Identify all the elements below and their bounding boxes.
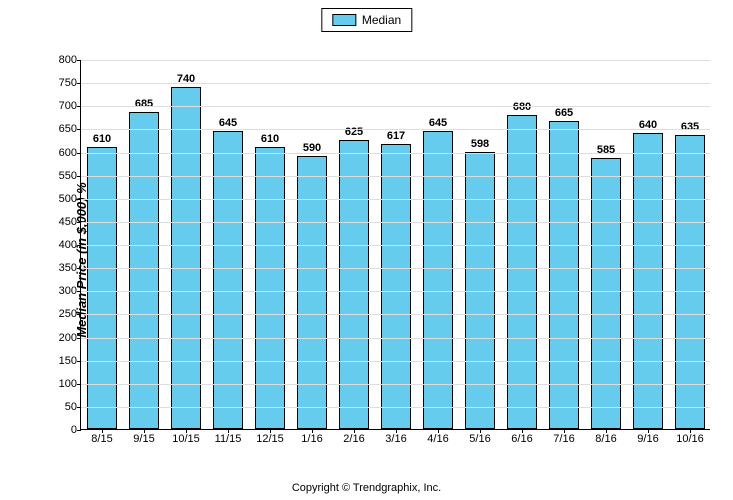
y-tick-mark [77,338,81,339]
bar [507,115,537,430]
y-tick-mark [77,407,81,408]
y-tick-mark [77,361,81,362]
y-tick-mark [77,106,81,107]
y-tick-label: 100 [59,378,77,390]
x-tick-label: 6/16 [511,433,532,445]
y-tick-label: 500 [59,193,77,205]
y-tick-mark [77,430,81,431]
x-tick-label: 2/16 [343,433,364,445]
legend: Median [321,8,412,32]
y-tick-label: 0 [71,424,77,436]
y-tick-mark [77,153,81,154]
x-tick-label: 1/16 [301,433,322,445]
y-tick-mark [77,268,81,269]
y-tick-label: 750 [59,77,77,89]
bar-value-label: 610 [93,133,111,145]
bar [297,156,327,429]
bar [255,147,285,429]
bar-value-label: 685 [135,98,153,110]
y-tick-mark [77,129,81,130]
grid-line [81,129,710,130]
grid-line [81,106,710,107]
y-tick-mark [77,384,81,385]
y-tick-mark [77,83,81,84]
grid-line [81,407,710,408]
grid-line [81,338,710,339]
y-tick-label: 700 [59,100,77,112]
grid-line [81,291,710,292]
x-tick-label: 3/16 [385,433,406,445]
bar-value-label: 645 [429,117,447,129]
y-tick-mark [77,60,81,61]
y-tick-label: 350 [59,262,77,274]
grid-line [81,176,710,177]
y-tick-label: 200 [59,332,77,344]
bar-value-label: 645 [219,117,237,129]
y-tick-mark [77,176,81,177]
bar [381,144,411,429]
grid-line [81,60,710,61]
y-tick-label: 650 [59,123,77,135]
chart: Median Price (in $,000) % 61068574064561… [0,50,733,470]
y-tick-label: 300 [59,285,77,297]
y-tick-label: 600 [59,147,77,159]
grid-line [81,83,710,84]
y-tick-mark [77,314,81,315]
grid-line [81,222,710,223]
legend-label: Median [362,13,401,27]
bar-value-label: 598 [471,138,489,150]
x-tick-label: 9/16 [637,433,658,445]
bar-value-label: 610 [261,133,279,145]
y-tick-label: 400 [59,239,77,251]
bar-value-label: 625 [345,126,363,138]
bar-value-label: 665 [555,107,573,119]
bar [339,140,369,429]
y-tick-mark [77,222,81,223]
grid-line [81,314,710,315]
bar-value-label: 635 [681,121,699,133]
x-tick-label: 4/16 [427,433,448,445]
grid-line [81,153,710,154]
legend-swatch [332,14,356,26]
x-tick-label: 11/15 [215,433,242,445]
bar [171,87,201,429]
y-tick-label: 550 [59,170,77,182]
x-tick-label: 7/16 [553,433,574,445]
x-tick-label: 8/15 [91,433,112,445]
bar-value-label: 617 [387,130,405,142]
x-tick-label: 10/16 [676,433,704,445]
y-tick-label: 50 [65,401,77,413]
y-tick-label: 250 [59,308,77,320]
x-tick-label: 5/16 [469,433,490,445]
bar [129,112,159,429]
x-tick-label: 10/15 [172,433,200,445]
grid-line [81,199,710,200]
grid-line [81,361,710,362]
y-tick-mark [77,245,81,246]
y-tick-mark [77,291,81,292]
plot-area: 6106857406456105906256176455986806655856… [80,60,710,430]
bar [87,147,117,429]
bar-value-label: 585 [597,144,615,156]
y-tick-label: 450 [59,216,77,228]
grid-line [81,268,710,269]
grid-line [81,384,710,385]
y-tick-label: 150 [59,355,77,367]
x-tick-label: 12/15 [256,433,284,445]
y-tick-mark [77,199,81,200]
grid-line [81,245,710,246]
bar [675,135,705,429]
copyright-text: Copyright © Trendgraphix, Inc. [292,482,441,494]
x-tick-label: 8/16 [595,433,616,445]
x-tick-label: 9/15 [133,433,154,445]
y-tick-label: 800 [59,54,77,66]
